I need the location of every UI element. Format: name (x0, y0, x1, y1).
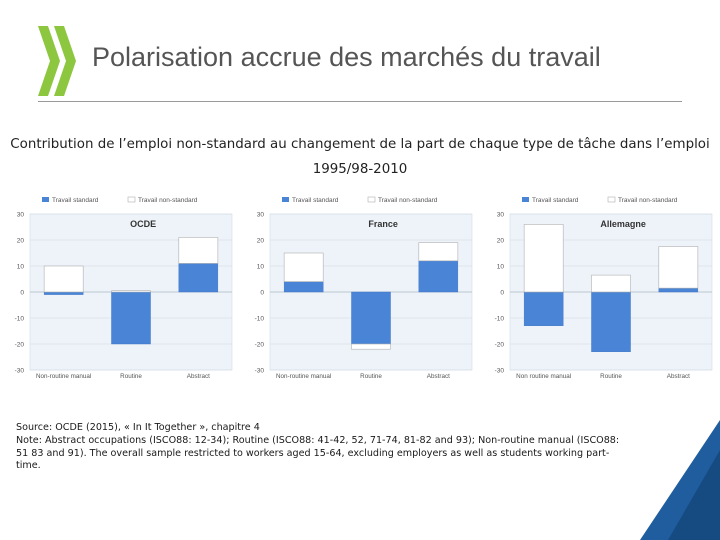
legend-swatch-standard (282, 197, 289, 202)
chart-title: OCDE (130, 219, 156, 229)
y-tick-label: -30 (15, 368, 25, 375)
chart-france: Travail standard Travail non-standard 30 20… (255, 196, 473, 380)
y-tick-label: 0 (500, 290, 504, 297)
x-tick-label: Routine (600, 373, 622, 380)
legend-swatch-non-standard (367, 196, 376, 203)
chart-panel-france: Travail standard Travail non-standard 30 20… (240, 190, 480, 380)
y-tick-label: 20 (17, 238, 25, 245)
bar-standard (43, 291, 84, 295)
chart-panel-oecd: Travail standard Travail non-standard 30 20… (0, 190, 240, 380)
legend: Travail standard Travail non-standard (42, 196, 198, 204)
legend-label-standard: Travail standard (292, 197, 339, 204)
legend-swatch-standard (42, 197, 49, 202)
y-tick-label: -20 (255, 342, 265, 349)
chart-germany: Travail standard Travail non-standard 30 20… (495, 196, 713, 380)
page-title: Polarisation accrue des marchés du trava… (92, 42, 601, 72)
legend-swatch-standard (522, 197, 529, 202)
bar-non-standard (591, 274, 631, 293)
y-tick-label: 20 (497, 238, 505, 245)
bar-standard (351, 291, 391, 345)
legend-swatch-non-standard (127, 196, 136, 203)
y-tick-label: -20 (15, 342, 25, 349)
y-tick-label: -20 (495, 342, 505, 349)
bar-non-standard (43, 265, 84, 293)
bar-non-standard (283, 252, 324, 282)
x-tick-label: Abstract (667, 373, 690, 380)
corner-triangle-inner (668, 450, 720, 540)
bar-standard (591, 291, 631, 352)
legend: Travail standard Travail non-standard (522, 196, 678, 204)
legend-label-non-standard: Travail non-standard (138, 197, 198, 204)
legend-swatch-non-standard (607, 196, 616, 203)
subtitle-line-2: 1995/98-2010 (312, 162, 408, 177)
y-tick-label: -30 (255, 368, 265, 375)
title-divider (38, 101, 682, 102)
x-tick-label: Abstract (187, 373, 210, 380)
bar-non-standard (418, 242, 459, 262)
x-tick-label: Non routine manual (516, 373, 571, 380)
bar-standard (658, 287, 699, 293)
legend-label-standard: Travail standard (52, 197, 99, 204)
legend: Travail standard Travail non-standard (282, 196, 438, 204)
subtitle-line-1: Contribution de l’emploi non-standard au… (10, 137, 710, 152)
x-tick-label: Routine (360, 373, 382, 380)
oecd-logo (38, 26, 76, 96)
x-tick-label: Abstract (427, 373, 450, 380)
chart-subtitle: Contribution de l’emploi non-standard au… (0, 132, 720, 182)
bar-standard (178, 263, 219, 293)
x-tick-label: Non-routine manual (36, 373, 91, 380)
y-tick-label: 30 (257, 212, 265, 219)
chart-title: Allemagne (600, 219, 646, 229)
y-tick-label: 0 (260, 290, 264, 297)
bar-standard (418, 260, 459, 293)
y-tick-label: -10 (495, 316, 505, 323)
y-tick-label: -10 (255, 316, 265, 323)
legend-label-standard: Travail standard (532, 197, 579, 204)
bar-non-standard (111, 290, 151, 293)
y-tick-label: 20 (257, 238, 265, 245)
bar-non-standard (351, 343, 391, 350)
bar-standard (111, 291, 151, 345)
y-tick-label: -30 (495, 368, 505, 375)
legend-label-non-standard: Travail non-standard (618, 197, 678, 204)
y-tick-label: 30 (497, 212, 505, 219)
note-line: Note: Abstract occupations (ISCO88: 12-3… (16, 434, 620, 472)
source-note: Source: OCDE (2015), « In It Together »,… (16, 422, 626, 473)
corner-decoration (640, 420, 720, 540)
y-tick-label: 10 (257, 264, 265, 271)
x-tick-label: Non-routine manual (276, 373, 331, 380)
chart-title: France (368, 219, 398, 229)
bar-non-standard (523, 224, 564, 293)
chart-oecd: Travail standard Travail non-standard 30 20… (15, 196, 233, 380)
y-tick-label: 10 (17, 264, 25, 271)
bar-standard (523, 291, 564, 326)
y-tick-label: -10 (15, 316, 25, 323)
y-tick-label: 0 (20, 290, 24, 297)
y-tick-label: 10 (497, 264, 505, 271)
x-tick-label: Routine (120, 373, 142, 380)
bar-non-standard (658, 246, 699, 289)
bar-standard (283, 281, 324, 293)
legend-label-non-standard: Travail non-standard (378, 197, 438, 204)
source-line: Source: OCDE (2015), « In It Together »,… (16, 422, 260, 433)
y-tick-label: 30 (17, 212, 25, 219)
bar-non-standard (178, 237, 219, 264)
chart-panel-germany: Travail standard Travail non-standard 30 20… (480, 190, 720, 380)
